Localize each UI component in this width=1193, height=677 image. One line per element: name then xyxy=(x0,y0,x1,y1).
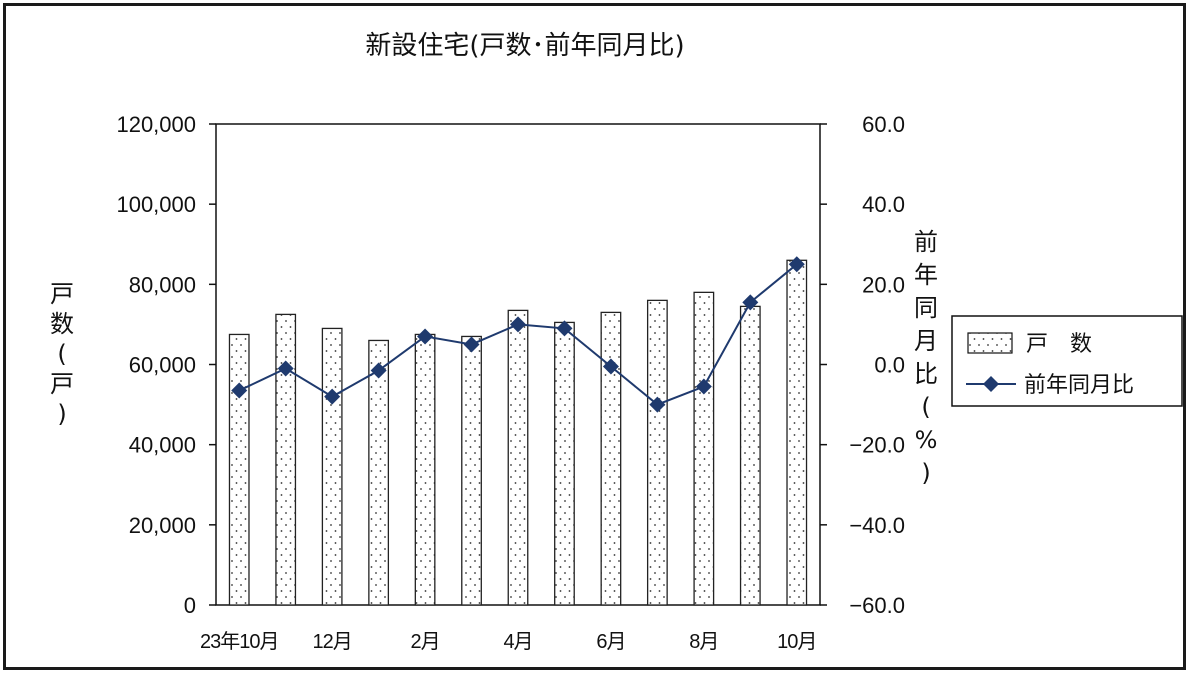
axis-label-char: ( xyxy=(921,393,930,421)
axis-label-char: ) xyxy=(57,400,66,428)
left-tick-label: 100,000 xyxy=(116,192,196,217)
x-tick-label: 8月 xyxy=(689,631,718,653)
right-tick-label: −40.0 xyxy=(849,513,905,538)
bar xyxy=(786,259,808,606)
bar xyxy=(600,311,622,606)
line-point xyxy=(695,378,712,395)
x-axis: 23年10月 12月 2月 4月 6月 8月 10月 xyxy=(200,630,817,653)
x-tick-label: 23年10月 xyxy=(200,630,279,653)
legend-line-label: 前年同月比 xyxy=(1024,373,1134,398)
x-tick-label: 10月 xyxy=(777,631,816,653)
x-tick-label: 2月 xyxy=(411,631,440,653)
line-point xyxy=(277,360,294,377)
axis-label-char: ( xyxy=(57,340,66,368)
right-tick-label: 40.0 xyxy=(862,192,905,217)
right-axis: −60.0 −40.0 −20.0 0.0 20.0 40.0 60.0 xyxy=(820,112,905,618)
line-point xyxy=(324,388,341,405)
line-point xyxy=(649,396,666,413)
right-axis-label: 前年同月比 (%) xyxy=(914,228,938,487)
line-point xyxy=(742,294,759,311)
left-axis-label: 戸数(戸) xyxy=(50,280,74,428)
axis-label-char: 戸 xyxy=(50,280,74,308)
right-tick-label: 0.0 xyxy=(874,353,905,378)
axis-label-char: 比 xyxy=(914,360,938,388)
line-point xyxy=(556,320,573,337)
bar xyxy=(414,333,436,606)
right-tick-label: −20.0 xyxy=(849,433,905,458)
line-point xyxy=(463,336,480,353)
bar xyxy=(368,339,390,606)
legend-bar-swatch xyxy=(967,332,1013,354)
bar xyxy=(507,309,529,606)
chart-title: 新設住宅(戸数･前年同月比) xyxy=(365,31,684,61)
axis-label-char: 月 xyxy=(914,327,938,355)
x-tick-label: 12月 xyxy=(313,631,352,653)
bar xyxy=(228,333,250,606)
axis-label-char: 年 xyxy=(914,261,938,289)
bar xyxy=(646,299,668,606)
legend-bar-label: 戸 数 xyxy=(1026,332,1092,357)
left-axis: 0 20,000 40,000 60,000 80,000 100,000 120,000 xyxy=(116,112,216,618)
right-tick-label: 20.0 xyxy=(862,272,905,297)
left-tick-label: 20,000 xyxy=(129,513,196,538)
axis-label-char: 戸 xyxy=(50,370,74,398)
axis-label-char: 同 xyxy=(914,294,938,322)
axis-label-char: 前 xyxy=(914,228,938,256)
left-tick-label: 80,000 xyxy=(129,272,196,297)
left-tick-label: 40,000 xyxy=(129,433,196,458)
legend-line-marker xyxy=(983,376,999,392)
line-point xyxy=(370,362,387,379)
line-series xyxy=(231,256,805,413)
right-tick-label: 60.0 xyxy=(862,112,905,137)
bar xyxy=(461,335,482,606)
axis-label-char: 数 xyxy=(50,310,74,338)
bar xyxy=(275,313,297,606)
line-point xyxy=(417,328,434,345)
legend: 戸 数 前年同月比 xyxy=(951,315,1183,407)
line-point xyxy=(602,358,619,375)
x-tick-label: 4月 xyxy=(503,631,532,653)
left-tick-label: 0 xyxy=(184,593,196,618)
axis-label-char: % xyxy=(915,426,938,454)
bar xyxy=(739,305,761,606)
line-point xyxy=(231,382,248,399)
line-point xyxy=(788,256,805,273)
x-tick-label: 6月 xyxy=(596,631,625,653)
left-tick-label: 60,000 xyxy=(129,353,196,378)
right-tick-label: −60.0 xyxy=(849,593,905,618)
bar xyxy=(321,327,343,606)
left-tick-label: 120,000 xyxy=(116,112,196,137)
bar xyxy=(554,321,575,606)
bar-series xyxy=(228,259,808,606)
line-point xyxy=(510,316,526,333)
bar xyxy=(693,291,715,606)
axis-label-char: ) xyxy=(921,459,930,487)
